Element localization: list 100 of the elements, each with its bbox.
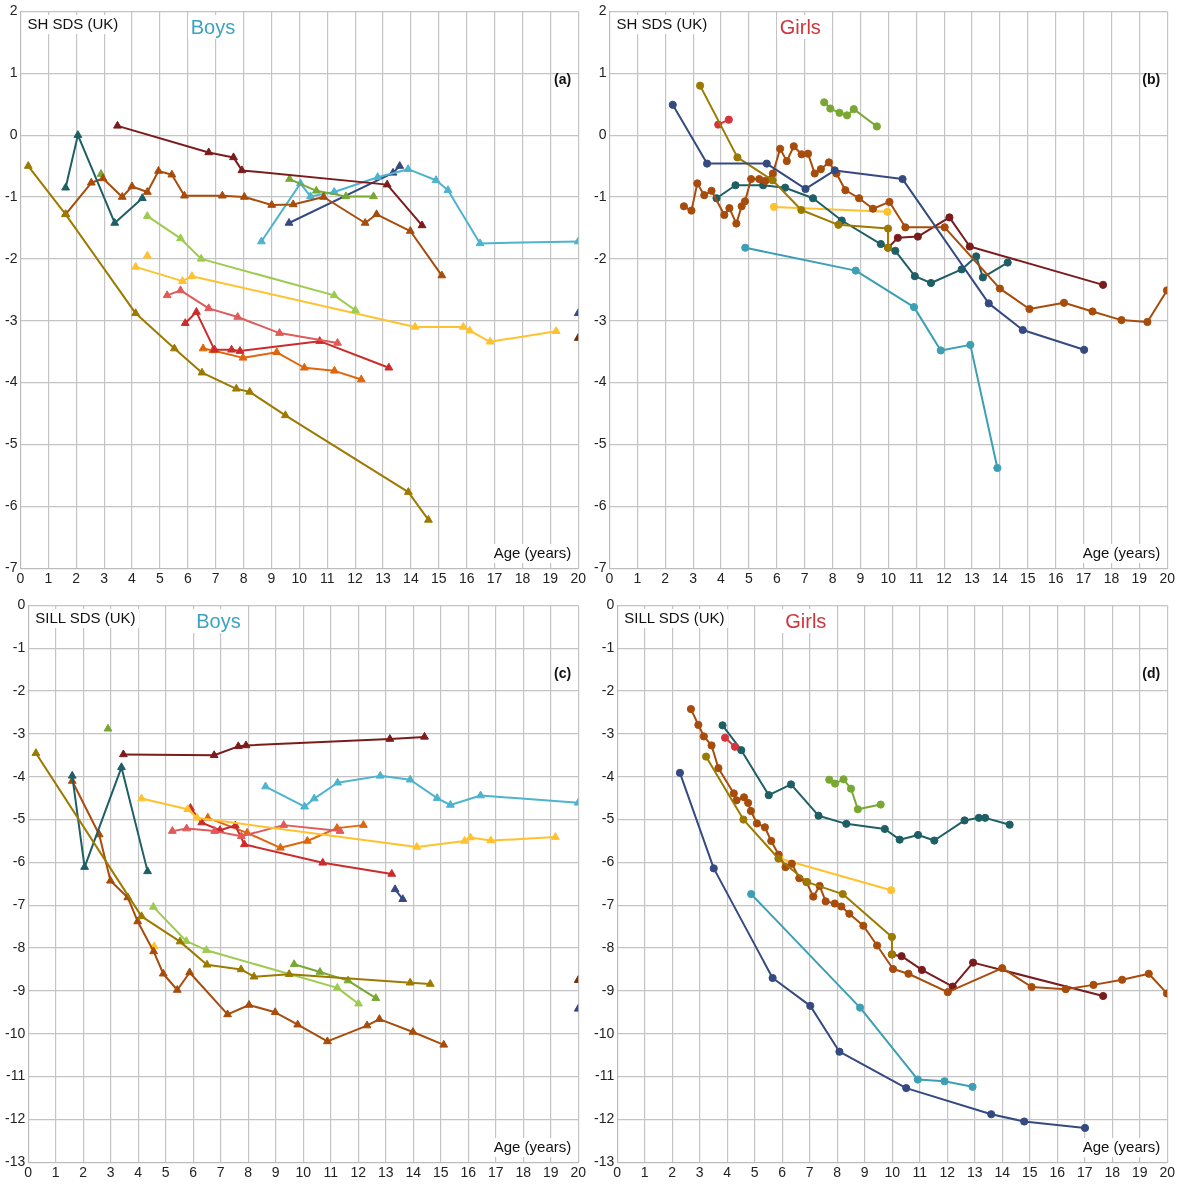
- x-tick-label: 5: [744, 570, 753, 587]
- x-tick-label: 8: [244, 1164, 253, 1181]
- y-tick-label: -5: [12, 810, 26, 827]
- y-tick-label: -12: [5, 1110, 26, 1127]
- y-tick-label: -1: [601, 639, 615, 656]
- y-tick-label: -2: [594, 249, 607, 266]
- x-tick-label: 1: [633, 570, 642, 587]
- y-axis-title: SH SDS (UK): [613, 15, 711, 34]
- x-tick-label: 2: [661, 570, 670, 587]
- x-tick-label: 1: [51, 1164, 60, 1181]
- y-tick-label: -5: [601, 810, 615, 827]
- x-tick-label: 9: [856, 570, 865, 587]
- x-tick-label: 3: [695, 1164, 704, 1181]
- x-tick-label: 15: [430, 570, 447, 587]
- x-tick-label: 14: [405, 1164, 422, 1181]
- y-tick-label: 2: [598, 2, 607, 19]
- x-tick-label: 12: [936, 570, 953, 587]
- y-tick-label: -9: [12, 981, 26, 998]
- y-axis-title: SH SDS (UK): [24, 15, 122, 34]
- x-tick-label: 4: [717, 570, 726, 587]
- x-tick-label: 8: [828, 570, 837, 587]
- x-tick-label: 19: [1131, 570, 1148, 587]
- x-tick-label: 4: [134, 1164, 143, 1181]
- x-tick-label: 5: [161, 1164, 170, 1181]
- y-tick-label: -1: [5, 187, 18, 204]
- y-tick-label: 0: [17, 596, 26, 613]
- x-tick-label: 20: [1159, 1164, 1176, 1181]
- y-tick-label: 0: [606, 596, 615, 613]
- x-tick-label: 2: [668, 1164, 677, 1181]
- y-tick-label: -9: [601, 981, 615, 998]
- x-tick-label: 15: [1021, 1164, 1038, 1181]
- x-tick-label: 12: [350, 1164, 367, 1181]
- y-tick-label: -13: [594, 1153, 615, 1170]
- chart-title: Girls: [782, 609, 830, 634]
- x-tick-label: 17: [487, 1164, 504, 1181]
- y-tick-label: -6: [594, 497, 607, 514]
- y-tick-label: -4: [5, 373, 18, 390]
- chart-title: Girls: [776, 15, 824, 40]
- x-tick-label: 11: [319, 570, 335, 587]
- y-tick-label: -5: [594, 435, 607, 452]
- x-tick-label: 13: [377, 1164, 394, 1181]
- x-tick-label: 19: [542, 570, 559, 587]
- x-tick-label: 11: [323, 1164, 339, 1181]
- x-tick-label: 17: [486, 570, 503, 587]
- annotation: (a): [553, 71, 573, 89]
- x-axis-title: Age (years): [490, 544, 575, 563]
- x-tick-label: 9: [860, 1164, 869, 1181]
- y-tick-label: -1: [12, 639, 26, 656]
- y-tick-label: 1: [598, 64, 607, 81]
- x-tick-label: 14: [992, 570, 1008, 587]
- x-tick-label: 18: [515, 1164, 532, 1181]
- x-tick-label: 3: [106, 1164, 115, 1181]
- y-tick-label: -3: [594, 311, 607, 328]
- chart-title: Boys: [187, 15, 239, 40]
- x-tick-label: 3: [100, 570, 109, 587]
- x-tick-label: 13: [966, 1164, 983, 1181]
- y-tick-label: -6: [5, 497, 18, 514]
- x-tick-label: 6: [778, 1164, 787, 1181]
- y-tick-label: -7: [5, 559, 18, 576]
- x-tick-label: 1: [44, 570, 53, 587]
- x-tick-label: 14: [403, 570, 419, 587]
- x-tick-label: 4: [128, 570, 137, 587]
- y-tick-label: -8: [12, 938, 26, 955]
- y-tick-label: -12: [594, 1110, 615, 1127]
- x-axis-title: Age (years): [1079, 544, 1164, 563]
- y-tick-label: -2: [601, 681, 615, 698]
- y-tick-label: -6: [12, 853, 26, 870]
- x-tick-label: 9: [271, 1164, 280, 1181]
- annotation: (b): [1141, 71, 1162, 89]
- x-tick-label: 7: [216, 1164, 225, 1181]
- x-tick-label: 12: [347, 570, 364, 587]
- x-tick-label: 7: [211, 570, 220, 587]
- x-tick-label: 19: [1131, 1164, 1148, 1181]
- y-tick-label: -10: [5, 1024, 26, 1041]
- x-tick-label: 5: [750, 1164, 759, 1181]
- x-axis-title: Age (years): [490, 1138, 575, 1157]
- y-tick-label: -8: [601, 938, 615, 955]
- x-tick-label: 15: [1019, 570, 1036, 587]
- x-tick-label: 18: [514, 570, 531, 587]
- x-tick-label: 9: [267, 570, 276, 587]
- y-tick-label: -7: [12, 896, 26, 913]
- x-tick-label: 14: [994, 1164, 1011, 1181]
- y-tick-label: -3: [12, 724, 26, 741]
- x-tick-label: 20: [570, 1164, 587, 1181]
- x-tick-label: 15: [432, 1164, 449, 1181]
- y-tick-label: -11: [6, 1067, 26, 1084]
- x-tick-label: 16: [458, 570, 475, 587]
- x-tick-label: 8: [833, 1164, 842, 1181]
- x-tick-label: 18: [1104, 1164, 1121, 1181]
- x-tick-label: 8: [239, 570, 248, 587]
- x-tick-label: 6: [772, 570, 781, 587]
- x-tick-label: 1: [640, 1164, 649, 1181]
- x-tick-label: 17: [1076, 1164, 1093, 1181]
- x-tick-label: 13: [375, 570, 391, 587]
- x-tick-label: 10: [880, 570, 897, 587]
- x-tick-label: 7: [805, 1164, 814, 1181]
- y-tick-label: -2: [12, 681, 26, 698]
- x-tick-label: 20: [570, 570, 587, 587]
- x-tick-label: 17: [1075, 570, 1092, 587]
- x-tick-label: 16: [460, 1164, 477, 1181]
